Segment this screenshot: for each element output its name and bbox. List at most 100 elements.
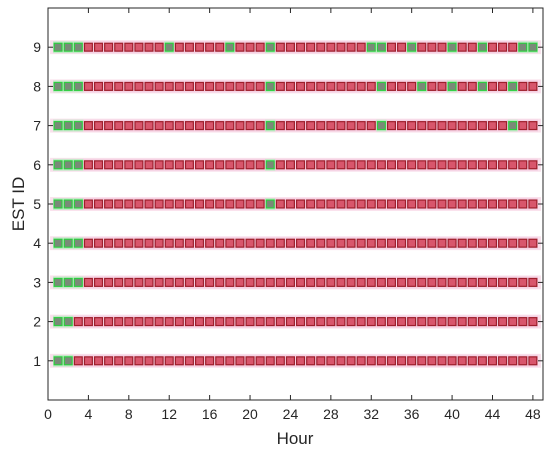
cell-on <box>457 238 467 248</box>
cell-on <box>326 317 336 327</box>
cell-on <box>386 277 397 287</box>
cell-on <box>467 160 477 170</box>
cell-on <box>174 160 184 170</box>
cell-on <box>386 42 397 52</box>
cell-on <box>498 317 508 327</box>
cell-on <box>194 42 205 52</box>
cell-off <box>477 42 487 52</box>
cell-on <box>457 42 467 52</box>
cell-on <box>245 81 255 91</box>
cell-off <box>265 160 275 170</box>
cell-on <box>174 42 184 52</box>
cell-on <box>447 199 457 209</box>
cell-on <box>184 81 194 91</box>
cell-on <box>376 277 386 287</box>
cell-on <box>306 238 316 248</box>
cell-on <box>366 160 376 170</box>
cell-on <box>134 356 144 366</box>
cell-on <box>336 199 346 209</box>
cell-on <box>386 238 397 248</box>
cell-off <box>53 317 63 327</box>
cell-on <box>255 121 265 131</box>
cell-on <box>366 277 376 287</box>
cell-on <box>215 317 225 327</box>
cell-on <box>104 81 114 91</box>
cell-on <box>275 317 285 327</box>
cell-on <box>366 238 376 248</box>
cell-off <box>53 356 63 366</box>
cell-on <box>225 121 235 131</box>
cell-on <box>417 160 427 170</box>
cell-on <box>518 238 528 248</box>
est-row-2 <box>50 314 541 329</box>
cell-on <box>498 42 508 52</box>
cell-off <box>63 317 73 327</box>
x-tick-label: 8 <box>125 406 133 422</box>
cell-on <box>83 277 93 287</box>
cell-on <box>518 160 528 170</box>
cell-on <box>134 317 144 327</box>
cell-on <box>205 81 215 91</box>
est-row-8 <box>50 79 541 94</box>
cell-on <box>245 160 255 170</box>
cell-on <box>316 199 326 209</box>
cell-on <box>326 81 336 91</box>
cell-on <box>487 42 498 52</box>
cell-on <box>134 238 144 248</box>
cell-on <box>427 121 437 131</box>
x-tick-label: 44 <box>485 406 501 422</box>
cell-on <box>326 356 336 366</box>
cell-on <box>376 238 386 248</box>
cell-on <box>528 317 538 327</box>
cell-on <box>134 81 144 91</box>
cell-on <box>154 238 164 248</box>
cell-off <box>73 238 83 248</box>
cell-on <box>457 317 467 327</box>
cell-on <box>215 121 225 131</box>
cell-on <box>447 356 457 366</box>
cell-on <box>407 238 417 248</box>
cell-on <box>275 121 285 131</box>
cell-on <box>255 81 265 91</box>
cell-off <box>407 42 417 52</box>
cell-on <box>124 199 134 209</box>
est-row-9 <box>50 40 541 55</box>
x-tick-label: 20 <box>242 406 258 422</box>
cell-on <box>194 277 205 287</box>
cell-off <box>53 121 63 131</box>
cell-on <box>457 199 467 209</box>
cell-on <box>336 277 346 287</box>
cell-on <box>386 199 397 209</box>
cell-on <box>356 317 366 327</box>
cell-on <box>487 277 498 287</box>
cell-on <box>245 199 255 209</box>
cell-on <box>326 199 336 209</box>
cell-on <box>427 199 437 209</box>
cell-on <box>245 277 255 287</box>
cell-on <box>275 42 285 52</box>
cell-on <box>346 199 356 209</box>
cell-on <box>225 356 235 366</box>
cell-on <box>477 238 487 248</box>
cell-on <box>235 121 245 131</box>
cell-on <box>174 317 184 327</box>
cell-on <box>164 317 174 327</box>
cell-on <box>265 238 275 248</box>
cell-off <box>376 121 386 131</box>
cell-on <box>215 356 225 366</box>
cell-on <box>296 317 306 327</box>
y-tick-label: 3 <box>33 274 41 290</box>
cell-off <box>265 42 275 52</box>
cell-on <box>205 238 215 248</box>
cell-on <box>164 277 174 287</box>
cell-on <box>316 277 326 287</box>
x-tick-label: 48 <box>525 406 541 422</box>
cell-on <box>194 81 205 91</box>
cell-on <box>467 317 477 327</box>
cell-on <box>245 317 255 327</box>
cell-on <box>235 356 245 366</box>
cell-off <box>73 121 83 131</box>
cell-on <box>376 160 386 170</box>
cell-off <box>63 81 73 91</box>
cell-on <box>346 317 356 327</box>
